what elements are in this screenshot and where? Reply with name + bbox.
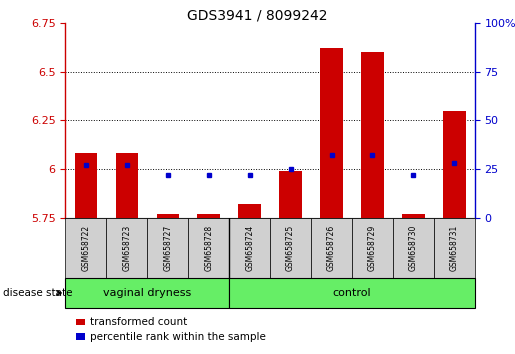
Bar — [352, 218, 393, 278]
Text: GSM658727: GSM658727 — [163, 225, 172, 271]
Text: disease state: disease state — [3, 288, 72, 298]
Bar — [361, 52, 384, 218]
Bar — [434, 218, 475, 278]
Bar — [65, 218, 107, 278]
Text: GSM658731: GSM658731 — [450, 225, 459, 271]
Text: GSM658722: GSM658722 — [81, 225, 90, 271]
Bar — [393, 218, 434, 278]
Bar — [311, 218, 352, 278]
Bar — [76, 319, 85, 325]
Text: GSM658729: GSM658729 — [368, 225, 377, 271]
Text: GSM658723: GSM658723 — [123, 225, 131, 271]
Bar — [320, 48, 343, 218]
Text: GSM658728: GSM658728 — [204, 225, 213, 271]
Bar — [76, 333, 85, 340]
Text: GSM658730: GSM658730 — [409, 224, 418, 271]
Bar — [197, 214, 220, 218]
Text: control: control — [333, 288, 371, 298]
Bar — [229, 278, 475, 308]
Text: GSM658724: GSM658724 — [245, 225, 254, 271]
Bar — [75, 154, 97, 218]
Text: percentile rank within the sample: percentile rank within the sample — [90, 332, 266, 342]
Bar — [279, 171, 302, 218]
Bar — [238, 204, 261, 218]
Bar — [147, 218, 188, 278]
Bar — [270, 218, 311, 278]
Bar — [229, 218, 270, 278]
Text: GDS3941 / 8099242: GDS3941 / 8099242 — [187, 9, 328, 23]
Bar — [188, 218, 229, 278]
Bar — [65, 278, 229, 308]
Bar — [106, 218, 147, 278]
Text: vaginal dryness: vaginal dryness — [103, 288, 192, 298]
Bar — [402, 214, 425, 218]
Text: GSM658725: GSM658725 — [286, 225, 295, 271]
Bar — [157, 214, 179, 218]
Text: GSM658726: GSM658726 — [327, 225, 336, 271]
Bar — [115, 154, 138, 218]
Text: transformed count: transformed count — [90, 317, 187, 327]
Bar — [443, 111, 466, 218]
